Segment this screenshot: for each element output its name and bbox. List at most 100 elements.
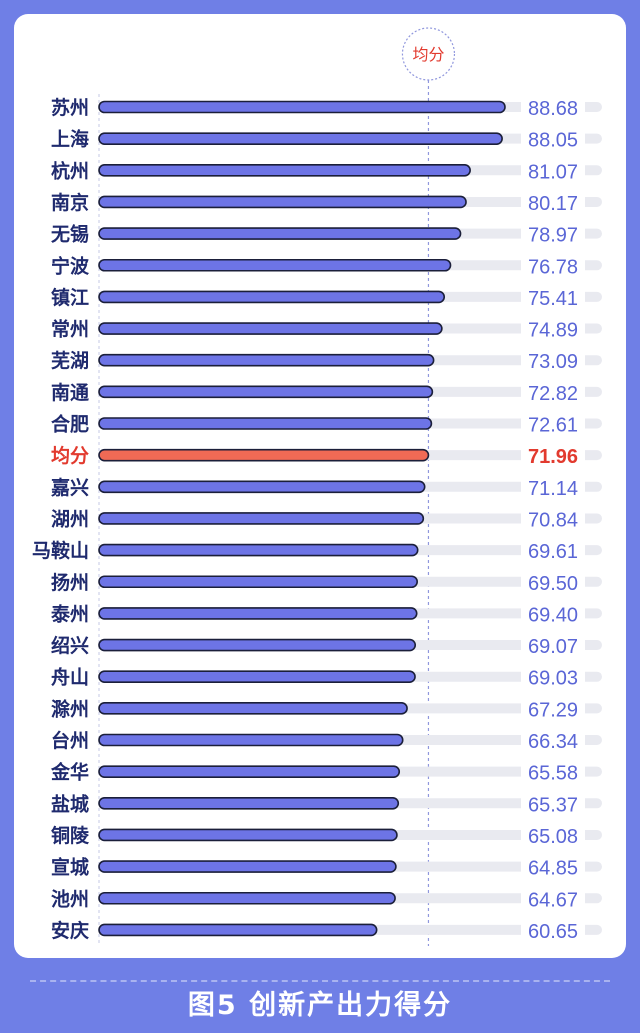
bar xyxy=(98,796,400,810)
value-label: 65.08 xyxy=(528,826,578,848)
value-label: 69.40 xyxy=(528,604,578,626)
chart-card: 均分 苏州 88.68 上海 88.05 杭州 81.07 南京 80.17 无锡 78.97 宁波 7… xyxy=(14,14,626,958)
bar xyxy=(98,164,471,177)
bar xyxy=(98,575,418,589)
value-label: 74.89 xyxy=(528,320,578,342)
value-label: 88.68 xyxy=(528,98,578,120)
footer-divider xyxy=(30,980,610,982)
bar xyxy=(98,638,417,652)
category-label: 嘉兴 xyxy=(50,477,89,499)
value-label: 66.34 xyxy=(528,731,578,753)
value-label-bg xyxy=(521,791,585,816)
value-label-bg xyxy=(521,253,585,278)
value-label-bg xyxy=(521,284,585,309)
value-label: 71.14 xyxy=(528,478,578,500)
bar xyxy=(98,322,443,335)
value-label: 69.61 xyxy=(528,541,578,563)
bar xyxy=(98,607,418,620)
bar xyxy=(98,100,506,114)
category-label: 盐城 xyxy=(51,792,89,815)
value-label: 69.07 xyxy=(528,636,578,658)
category-label: 南京 xyxy=(51,191,89,214)
value-label-bg xyxy=(521,221,585,246)
bar xyxy=(98,891,396,905)
value-label: 65.37 xyxy=(528,794,578,816)
value-label: 80.17 xyxy=(528,193,578,215)
category-label: 杭州 xyxy=(51,159,89,182)
bar xyxy=(98,290,446,304)
value-label: 78.97 xyxy=(528,225,578,247)
value-label-bg xyxy=(521,95,585,119)
category-label: 镇江 xyxy=(51,286,89,309)
value-label: 76.78 xyxy=(528,256,578,278)
average-badge xyxy=(401,27,456,81)
category-label: 池州 xyxy=(51,887,89,910)
bar xyxy=(98,417,433,430)
category-label: 南通 xyxy=(51,382,90,404)
chart-title: 图5 创新产出力得分 xyxy=(187,990,453,1021)
bar xyxy=(98,543,419,557)
value-label-bg xyxy=(521,569,585,594)
value-label-bg xyxy=(521,633,585,658)
value-label-bg xyxy=(521,538,585,563)
category-label: 合肥 xyxy=(51,413,89,436)
bar xyxy=(98,385,434,399)
category-label: 泰州 xyxy=(50,602,89,625)
value-label-bg xyxy=(521,189,585,214)
bar xyxy=(98,480,426,494)
value-label: 60.65 xyxy=(528,921,578,943)
value-label: 69.03 xyxy=(528,668,578,690)
category-label: 台州 xyxy=(51,729,89,752)
value-label-bg xyxy=(521,158,585,183)
value-label-bg xyxy=(521,759,585,784)
category-label: 马鞍山 xyxy=(32,539,89,562)
bar xyxy=(98,670,416,684)
value-label: 71.96 xyxy=(528,446,578,468)
bar xyxy=(98,765,401,778)
bar xyxy=(98,132,503,145)
bar xyxy=(98,733,404,747)
value-label: 72.61 xyxy=(528,415,578,437)
category-label: 宣城 xyxy=(51,856,89,879)
value-label-bg xyxy=(521,601,585,626)
value-label-bg xyxy=(521,728,585,752)
category-label: 宁波 xyxy=(51,254,90,277)
value-label-bg xyxy=(521,316,585,341)
category-label: 苏州 xyxy=(51,96,89,119)
value-label: 65.58 xyxy=(528,763,578,785)
value-label: 81.07 xyxy=(528,161,578,183)
average-bar xyxy=(98,448,430,462)
bar xyxy=(98,860,397,873)
value-label-bg xyxy=(521,696,585,721)
category-label: 安庆 xyxy=(51,919,89,942)
value-label: 67.29 xyxy=(528,699,578,721)
category-label: 均分 xyxy=(51,444,89,467)
value-label: 64.67 xyxy=(528,889,578,911)
category-label: 金华 xyxy=(50,761,89,784)
value-label-bg xyxy=(521,664,585,689)
value-label: 70.84 xyxy=(528,509,578,531)
bar xyxy=(98,227,462,240)
value-label: 64.85 xyxy=(528,858,578,880)
value-label: 69.50 xyxy=(528,573,578,595)
value-label-bg xyxy=(521,854,585,879)
value-label: 73.09 xyxy=(528,351,578,373)
bar xyxy=(98,195,467,209)
bar xyxy=(98,512,425,525)
category-label: 无锡 xyxy=(51,223,89,246)
value-label-bg xyxy=(521,917,585,942)
category-label: 舟山 xyxy=(51,666,89,689)
category-label: 铜陵 xyxy=(51,824,90,847)
bar xyxy=(98,923,378,937)
category-label: 滁州 xyxy=(51,697,89,720)
value-label-bg xyxy=(521,348,585,373)
value-label: 72.82 xyxy=(528,383,578,405)
value-label-bg xyxy=(521,443,585,468)
bar xyxy=(98,258,452,272)
category-label: 常州 xyxy=(51,318,89,341)
bar xyxy=(98,702,408,715)
value-label-bg xyxy=(521,886,585,911)
average-badge-label: 均分 xyxy=(412,45,444,64)
category-label: 湖州 xyxy=(51,508,89,530)
